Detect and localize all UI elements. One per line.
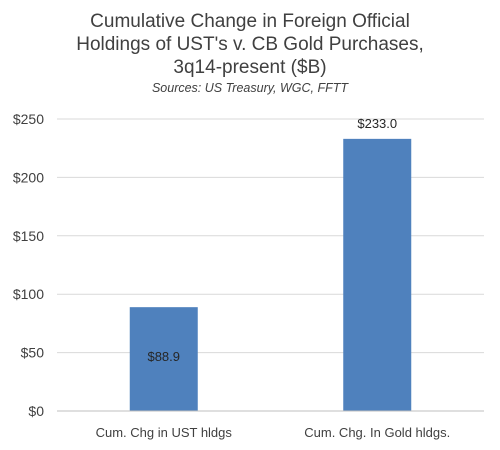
y-tick-label: $150 (13, 228, 44, 244)
bar-2 (343, 138, 412, 411)
data-label-2: $233.0 (357, 116, 397, 131)
data-labels: $88.9 $233.0 (147, 116, 397, 364)
gridlines (57, 118, 484, 354)
bar-1 (129, 307, 198, 411)
y-tick-label: $100 (13, 286, 44, 302)
y-tick-label: $200 (13, 169, 44, 185)
chart-title-line-2: Holdings of UST's v. CB Gold Purchases, (76, 34, 424, 55)
data-label-1: $88.9 (147, 349, 180, 364)
chart-title-line-1: Cumulative Change in Foreign Official (90, 11, 410, 32)
chart-subtitle: Sources: US Treasury, WGC, FFTT (151, 81, 349, 95)
y-tick-label: $0 (28, 403, 44, 419)
chart-title-line-3: 3q14-present ($B) (173, 57, 327, 78)
bars (129, 138, 412, 411)
y-axis-tick-labels: $0 $50 $100 $150 $200 $250 (13, 111, 44, 419)
y-tick-label: $250 (13, 111, 44, 127)
x-category-label-2: Cum. Chg. In Gold hldgs. (304, 425, 450, 440)
chart-title: Cumulative Change in Foreign Official Ho… (0, 10, 500, 79)
x-axis-category-labels: Cum. Chg in UST hldgs Cum. Chg. In Gold h… (96, 425, 451, 440)
y-tick-label: $50 (21, 345, 45, 361)
x-category-label-1: Cum. Chg in UST hldgs (96, 425, 233, 440)
